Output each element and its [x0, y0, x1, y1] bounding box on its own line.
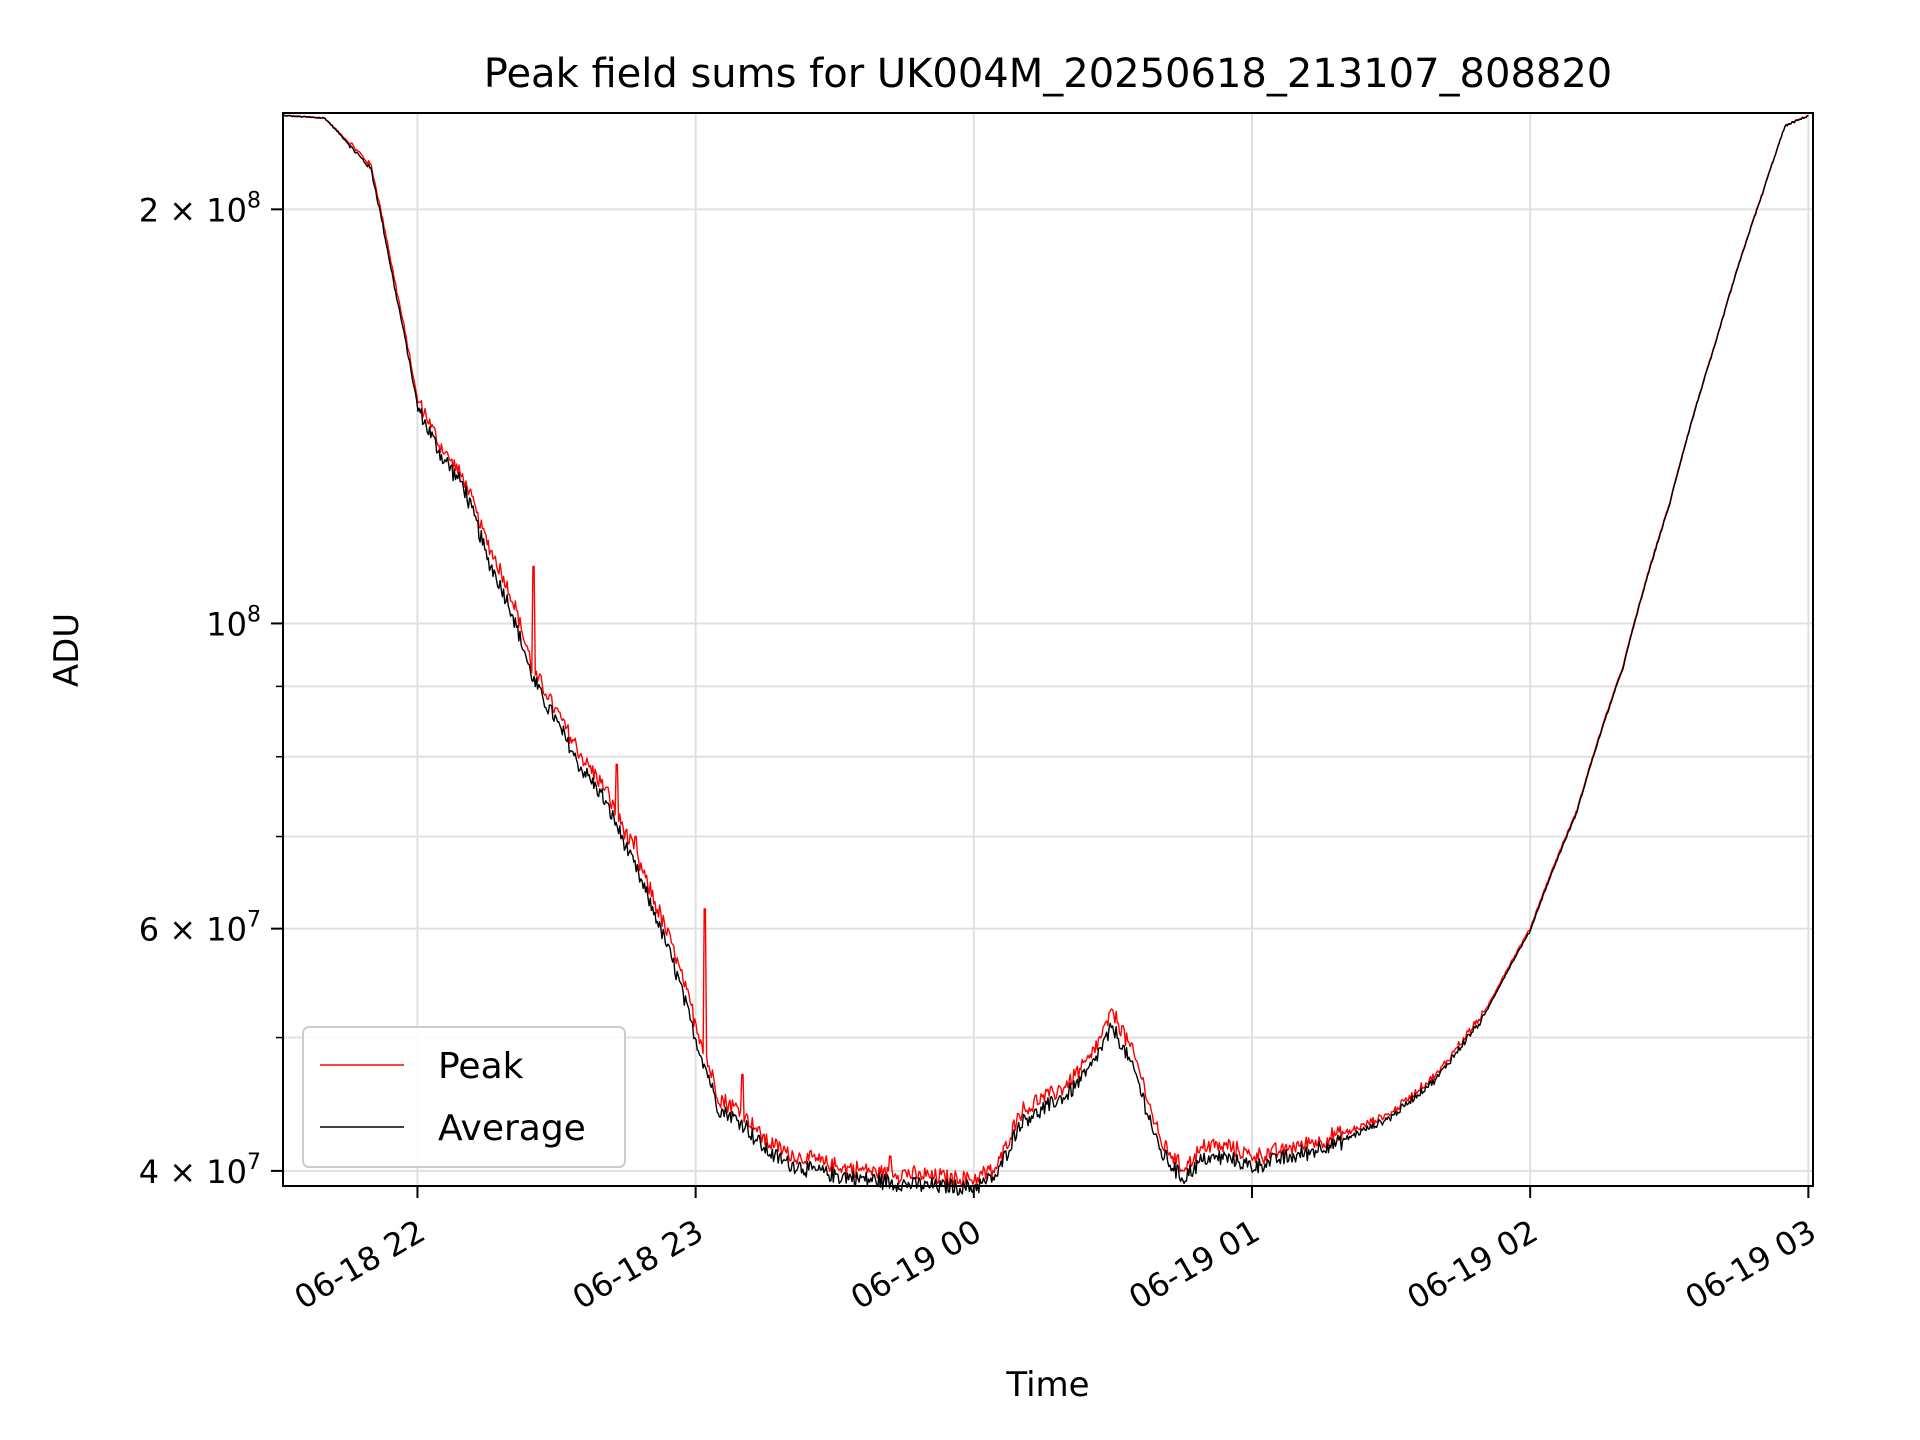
plot-frame: [282, 112, 1814, 1187]
chart-title: Peak field sums for UK004M_20250618_2131…: [484, 51, 1613, 97]
legend-box: [302, 1026, 626, 1168]
y-tick-label: 2 × 108: [139, 188, 261, 229]
legend: Peak Average: [302, 1026, 626, 1168]
legend-peak-label: Peak: [438, 1046, 524, 1087]
x-axis-label: Time: [1005, 1365, 1089, 1405]
y-axis: 4 × 107 6 × 107 108 2 × 108: [139, 188, 283, 1191]
series-line-peak: [282, 114, 1809, 1188]
grid: [283, 113, 1813, 1186]
y-tick-label: 4 × 107: [139, 1150, 261, 1191]
series-line-average: [282, 114, 1809, 1196]
y-axis-label: ADU: [47, 613, 87, 687]
legend-average-label: Average: [438, 1108, 586, 1149]
y-tick-label: 6 × 107: [139, 908, 261, 949]
y-tick-label: 108: [206, 602, 261, 643]
plot-lines: [282, 114, 1809, 1196]
